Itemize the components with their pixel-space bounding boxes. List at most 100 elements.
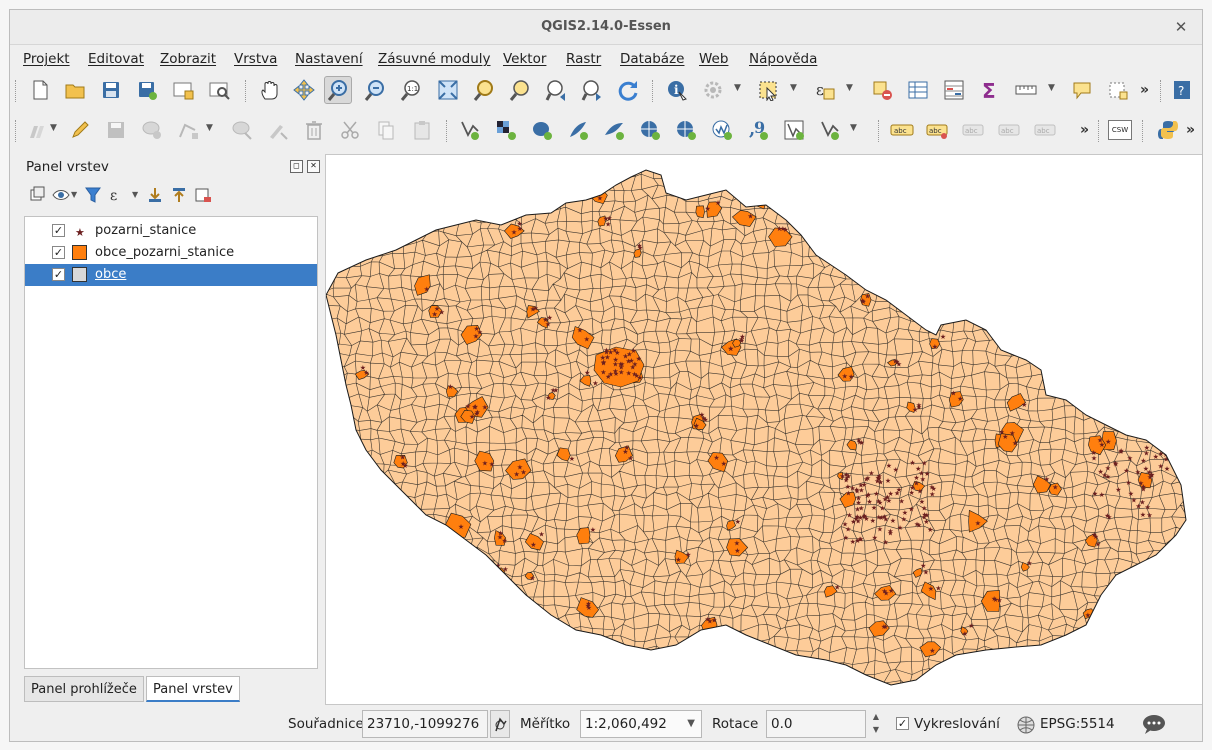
- map-canvas[interactable]: ★ ★ ★ ★ ★ ★ ★ ★ ★ ★ ★ ★ ★ ★ ★ ★ ★ ★ ★ ★ ★ ★ ★ ★ ★ ★ ★ ★ ★ ★ ★ ★ ★ ★ ★ ★ ★ ★ ★ ★…: [325, 154, 1202, 705]
- messages-icon[interactable]: [1142, 713, 1166, 735]
- identify-icon[interactable]: i: [663, 76, 691, 104]
- chevron-down-icon[interactable]: ▼: [846, 83, 853, 93]
- expand-all-icon[interactable]: [144, 184, 166, 206]
- coordinate-field[interactable]: 23710,-1099276: [362, 710, 488, 738]
- run-action-icon[interactable]: [699, 76, 727, 104]
- toggle-editing-icon[interactable]: [66, 116, 94, 144]
- add-mssql-layer-icon[interactable]: [600, 116, 628, 144]
- menu-databaze[interactable]: Databáze: [620, 51, 685, 67]
- composer-manager-icon[interactable]: [205, 76, 233, 104]
- pan-icon[interactable]: [255, 76, 283, 104]
- copy-features-icon[interactable]: [372, 116, 400, 144]
- toolbar-grip[interactable]: [1142, 120, 1145, 142]
- menu-zasuvne-moduly[interactable]: Zásuvné moduly: [378, 51, 491, 67]
- layer-visibility-checkbox[interactable]: ✓: [52, 268, 65, 281]
- python-icon[interactable]: [1154, 116, 1182, 144]
- label-toolbar-icon[interactable]: abc: [888, 116, 916, 144]
- add-wfs-layer-icon[interactable]: [708, 116, 736, 144]
- toolbar-grip[interactable]: [446, 120, 449, 142]
- zoom-to-selection-icon[interactable]: [470, 76, 498, 104]
- toolbar-grip[interactable]: [245, 80, 248, 102]
- toggle-extents-icon[interactable]: [490, 710, 510, 738]
- modify-attributes-icon[interactable]: [264, 116, 292, 144]
- move-feature-icon[interactable]: [228, 116, 256, 144]
- tab-panel-vrstev[interactable]: Panel vrstev: [146, 676, 240, 702]
- toolbar-overflow-button[interactable]: »: [1080, 122, 1090, 138]
- menu-nastaveni[interactable]: Nastavení: [295, 51, 363, 67]
- chevron-down-icon[interactable]: ▼: [850, 123, 857, 133]
- collapse-all-icon[interactable]: [168, 184, 190, 206]
- close-panel-icon[interactable]: ✕: [307, 160, 320, 173]
- toolbar-grip[interactable]: [1098, 120, 1101, 142]
- new-print-composer-icon[interactable]: [169, 76, 197, 104]
- toolbar-grip[interactable]: [878, 120, 881, 142]
- zoom-full-icon[interactable]: [434, 76, 462, 104]
- help-icon[interactable]: ?: [1168, 76, 1196, 104]
- select-features-icon[interactable]: [754, 76, 782, 104]
- menu-vrstva[interactable]: Vrstva: [234, 51, 278, 67]
- field-calculator-icon[interactable]: [940, 76, 968, 104]
- measure-icon[interactable]: [1012, 76, 1040, 104]
- spin-up-icon[interactable]: ▲: [872, 712, 880, 721]
- show-hide-labels-icon[interactable]: abc: [960, 116, 988, 144]
- add-group-icon[interactable]: [26, 184, 48, 206]
- node-tool-icon[interactable]: [174, 116, 202, 144]
- add-postgis-layer-icon[interactable]: [528, 116, 556, 144]
- chevron-down-icon[interactable]: ▼: [132, 190, 139, 199]
- save-project-icon[interactable]: [97, 76, 125, 104]
- add-raster-layer-icon[interactable]: [492, 116, 520, 144]
- move-label-icon[interactable]: abc: [996, 116, 1024, 144]
- rotation-field[interactable]: 0.0: [766, 710, 866, 738]
- chevron-down-icon[interactable]: ▼: [1048, 83, 1055, 93]
- chevron-down-icon[interactable]: ▼: [206, 123, 213, 133]
- layer-item-obce-pozarni-stanice[interactable]: ✓ obce_pozarni_stanice: [25, 242, 317, 264]
- layer-visibility-checkbox[interactable]: ✓: [52, 224, 65, 237]
- toolbar-grip[interactable]: [1160, 80, 1163, 102]
- close-icon[interactable]: ✕: [1174, 18, 1188, 36]
- menu-editovat[interactable]: Editovat: [88, 51, 144, 67]
- toolbar-grip[interactable]: [652, 80, 655, 102]
- visibility-eye-icon[interactable]: [50, 184, 72, 206]
- add-wms-layer-icon[interactable]: [636, 116, 664, 144]
- paste-features-icon[interactable]: [408, 116, 436, 144]
- chevron-down-icon[interactable]: ▼: [790, 83, 797, 93]
- statistical-summary-icon[interactable]: Σ: [976, 76, 1004, 104]
- delete-selected-icon[interactable]: [300, 116, 328, 144]
- toolbar-overflow-button[interactable]: »: [1186, 122, 1196, 138]
- scale-combobox[interactable]: 1:2,060,492 ▼: [580, 710, 702, 738]
- add-delimited-text-icon[interactable]: ,9: [744, 116, 772, 144]
- add-wcs-layer-icon[interactable]: [672, 116, 700, 144]
- spin-down-icon[interactable]: ▼: [872, 725, 880, 734]
- menu-projekt[interactable]: Projekt: [23, 51, 70, 67]
- chevron-down-icon[interactable]: ▼: [50, 123, 57, 133]
- open-attribute-table-icon[interactable]: [904, 76, 932, 104]
- new-shapefile-icon[interactable]: [780, 116, 808, 144]
- save-layer-edits-icon[interactable]: [102, 116, 130, 144]
- new-spatialite-icon[interactable]: [816, 116, 844, 144]
- layer-item-pozarni-stanice[interactable]: ✓ ★ pozarni_stanice: [25, 220, 317, 242]
- zoom-last-icon[interactable]: [542, 76, 570, 104]
- refresh-icon[interactable]: [614, 76, 642, 104]
- toolbar-grip[interactable]: [15, 80, 18, 102]
- menu-napoveda[interactable]: Nápověda: [749, 51, 818, 67]
- menu-vektor[interactable]: Vektor: [503, 51, 547, 67]
- layer-item-obce[interactable]: ✓ obce: [25, 264, 317, 286]
- map-tips-icon[interactable]: [1068, 76, 1096, 104]
- save-as-icon[interactable]: [133, 76, 161, 104]
- current-edits-icon[interactable]: [24, 116, 52, 144]
- chevron-down-icon[interactable]: ▼: [71, 190, 78, 199]
- select-by-expression-icon[interactable]: ε: [811, 76, 839, 104]
- open-project-icon[interactable]: [61, 76, 89, 104]
- add-feature-icon[interactable]: [138, 116, 166, 144]
- zoom-next-icon[interactable]: [578, 76, 606, 104]
- toolbar-overflow-button[interactable]: »: [1140, 82, 1150, 98]
- rotation-spinner[interactable]: ▲ ▼: [868, 710, 884, 738]
- render-checkbox[interactable]: ✓: [896, 717, 909, 730]
- zoom-actual-size-icon[interactable]: 1:1: [397, 76, 425, 104]
- cut-features-icon[interactable]: [336, 116, 364, 144]
- menu-rastr[interactable]: Rastr: [566, 51, 602, 67]
- zoom-in-icon[interactable]: [324, 76, 352, 104]
- pan-to-selection-icon[interactable]: [290, 76, 318, 104]
- deselect-all-icon[interactable]: [868, 76, 896, 104]
- rotate-label-icon[interactable]: abc: [1032, 116, 1060, 144]
